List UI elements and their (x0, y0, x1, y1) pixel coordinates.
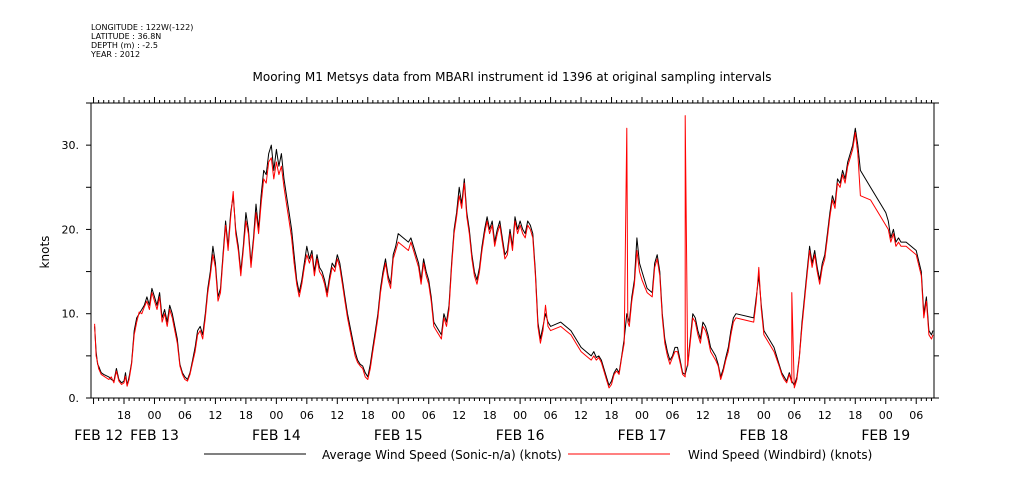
series-lines (94, 115, 934, 389)
plot-frame (90, 102, 935, 399)
meta-longitude: LONGITUDE : 122W(-122) (91, 23, 193, 32)
chart-title: Mooring M1 Metsys data from MBARI instru… (253, 70, 772, 84)
x-tick-label: 12 (574, 409, 588, 422)
x-tick-label: 00 (147, 409, 161, 422)
date-labels: FEB 12 FEB 13 FEB 14 FEB 15 FEB 16 FEB 17 FEB … (74, 428, 910, 444)
x-tick-label: 12 (208, 409, 222, 422)
x-tick-label: 18 (726, 409, 740, 422)
x-tick-label: 06 (787, 409, 801, 422)
date-label: FEB 19 (861, 428, 910, 444)
x-tick-label: 12 (452, 409, 466, 422)
date-label: FEB 18 (739, 428, 788, 444)
series-line-sonic (94, 127, 934, 386)
meta-latitude: LATITUDE : 36.8N (91, 32, 161, 41)
date-label: FEB 13 (130, 428, 179, 444)
x-tick-label: 06 (665, 409, 679, 422)
x-tick-label: 18 (605, 409, 619, 422)
axis-ticks (86, 97, 939, 404)
x-tick-label: 00 (391, 409, 405, 422)
legend: Average Wind Speed (Sonic-n/a) (knots) W… (204, 448, 872, 462)
x-tick-label: 00 (513, 409, 527, 422)
series-line-windbird (94, 115, 934, 389)
x-tick-label: 12 (696, 409, 710, 422)
x-tick-label: 06 (909, 409, 923, 422)
y-tick-label: 20. (62, 223, 80, 236)
x-tick-labels: 18 00 06 12 18 00 06 12 18 00 06 12 18 00 06 12 18 00 06 12… (117, 409, 923, 422)
x-tick-label: 18 (239, 409, 253, 422)
y-axis-label: knots (38, 236, 52, 269)
x-tick-label: 18 (483, 409, 497, 422)
x-tick-label: 18 (848, 409, 862, 422)
date-label: FEB 17 (618, 428, 667, 444)
meta-year: YEAR : 2012 (90, 50, 140, 59)
meta-info: LONGITUDE : 122W(-122) LATITUDE : 36.8N … (90, 23, 193, 59)
date-label: FEB 15 (374, 428, 423, 444)
y-tick-label: 0. (69, 392, 80, 405)
x-tick-label: 00 (269, 409, 283, 422)
x-tick-label: 18 (117, 409, 131, 422)
x-tick-label: 12 (330, 409, 344, 422)
legend-label-windbird: Wind Speed (Windbird) (knots) (688, 448, 872, 462)
date-label: FEB 12 (74, 428, 123, 444)
x-tick-label: 06 (178, 409, 192, 422)
x-tick-label: 06 (544, 409, 558, 422)
x-tick-label: 00 (757, 409, 771, 422)
y-tick-label: 10. (62, 308, 80, 321)
x-tick-label: 00 (635, 409, 649, 422)
x-tick-label: 06 (422, 409, 436, 422)
y-tick-labels: 0. 10. 20. 30. (62, 139, 80, 405)
date-label: FEB 14 (252, 428, 301, 444)
x-tick-label: 00 (879, 409, 893, 422)
x-tick-label: 18 (361, 409, 375, 422)
x-tick-label: 12 (818, 409, 832, 422)
meta-depth: DEPTH (m) : -2.5 (91, 41, 158, 50)
legend-label-sonic: Average Wind Speed (Sonic-n/a) (knots) (322, 448, 562, 462)
y-tick-label: 30. (62, 139, 80, 152)
date-label: FEB 16 (496, 428, 545, 444)
x-tick-label: 06 (300, 409, 314, 422)
